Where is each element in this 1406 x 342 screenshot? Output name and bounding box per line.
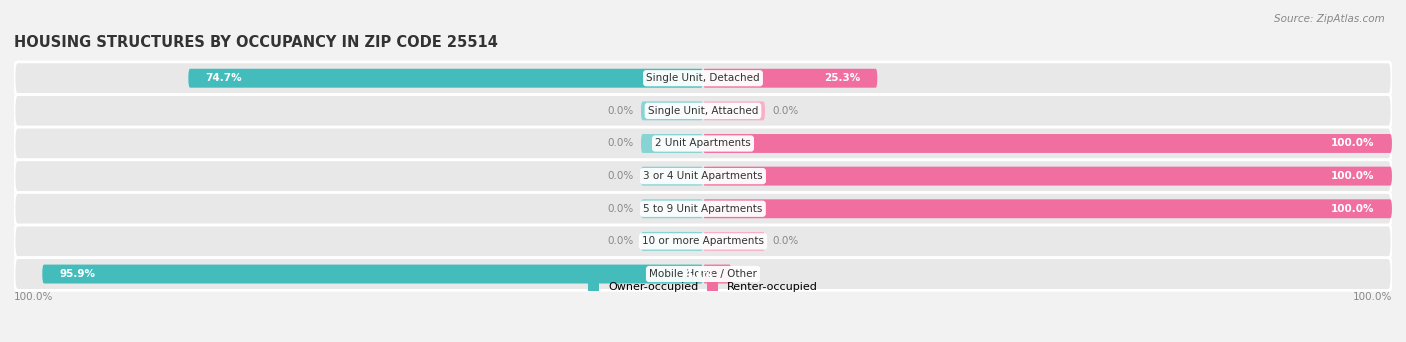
FancyBboxPatch shape <box>703 199 1392 218</box>
Text: 2 Unit Apartments: 2 Unit Apartments <box>655 139 751 148</box>
Text: 0.0%: 0.0% <box>607 139 634 148</box>
Text: HOUSING STRUCTURES BY OCCUPANCY IN ZIP CODE 25514: HOUSING STRUCTURES BY OCCUPANCY IN ZIP C… <box>14 35 498 50</box>
Text: Single Unit, Detached: Single Unit, Detached <box>647 73 759 83</box>
Text: 100.0%: 100.0% <box>14 292 53 302</box>
Text: Mobile Home / Other: Mobile Home / Other <box>650 269 756 279</box>
FancyBboxPatch shape <box>703 232 765 251</box>
FancyBboxPatch shape <box>641 134 703 153</box>
Text: 74.7%: 74.7% <box>205 73 242 83</box>
Legend: Owner-occupied, Renter-occupied: Owner-occupied, Renter-occupied <box>583 277 823 297</box>
Text: 4.1%: 4.1% <box>685 269 714 279</box>
FancyBboxPatch shape <box>703 167 1392 186</box>
Text: 10 or more Apartments: 10 or more Apartments <box>643 236 763 246</box>
Text: Single Unit, Attached: Single Unit, Attached <box>648 106 758 116</box>
FancyBboxPatch shape <box>188 69 703 88</box>
Text: 3 or 4 Unit Apartments: 3 or 4 Unit Apartments <box>643 171 763 181</box>
FancyBboxPatch shape <box>641 167 703 186</box>
Text: 0.0%: 0.0% <box>607 204 634 214</box>
Text: 95.9%: 95.9% <box>59 269 96 279</box>
Text: 0.0%: 0.0% <box>607 171 634 181</box>
FancyBboxPatch shape <box>641 199 703 218</box>
Text: 100.0%: 100.0% <box>1331 171 1375 181</box>
FancyBboxPatch shape <box>14 193 1392 225</box>
FancyBboxPatch shape <box>703 265 731 284</box>
Text: Source: ZipAtlas.com: Source: ZipAtlas.com <box>1274 14 1385 24</box>
Text: 0.0%: 0.0% <box>772 106 799 116</box>
Text: 0.0%: 0.0% <box>607 106 634 116</box>
Text: 0.0%: 0.0% <box>772 236 799 246</box>
FancyBboxPatch shape <box>703 101 765 120</box>
Text: 100.0%: 100.0% <box>1353 292 1392 302</box>
FancyBboxPatch shape <box>14 94 1392 127</box>
Text: 0.0%: 0.0% <box>607 236 634 246</box>
FancyBboxPatch shape <box>14 258 1392 290</box>
Text: 25.3%: 25.3% <box>824 73 860 83</box>
FancyBboxPatch shape <box>42 265 703 284</box>
FancyBboxPatch shape <box>641 232 703 251</box>
FancyBboxPatch shape <box>14 225 1392 258</box>
FancyBboxPatch shape <box>641 101 703 120</box>
Text: 100.0%: 100.0% <box>1331 204 1375 214</box>
FancyBboxPatch shape <box>703 134 1392 153</box>
FancyBboxPatch shape <box>703 69 877 88</box>
FancyBboxPatch shape <box>14 62 1392 94</box>
FancyBboxPatch shape <box>14 160 1392 193</box>
Text: 5 to 9 Unit Apartments: 5 to 9 Unit Apartments <box>644 204 762 214</box>
Text: 100.0%: 100.0% <box>1331 139 1375 148</box>
FancyBboxPatch shape <box>14 127 1392 160</box>
